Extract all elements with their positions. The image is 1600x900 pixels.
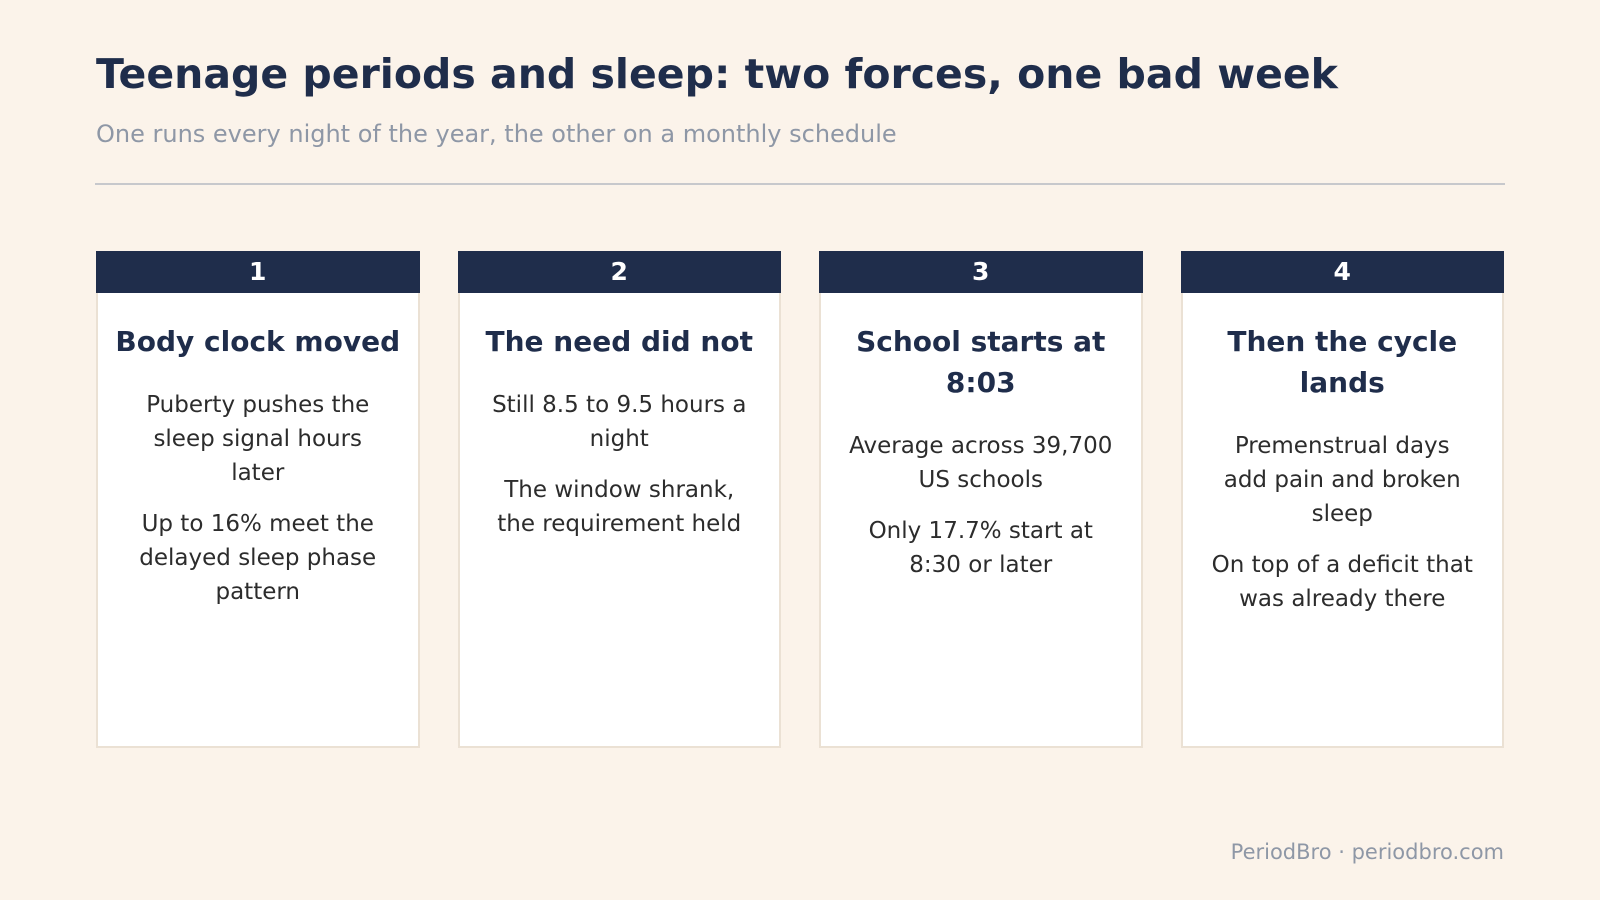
card-title: Body clock moved: [115, 325, 401, 358]
card-4: 4 Then the cycle lands Premenstrual days…: [1180, 251, 1504, 748]
card-2: 2 The need did not Still 8.5 to 9.5 hour…: [457, 251, 781, 748]
card-point: The window shrank, the requirement held: [497, 477, 742, 537]
page-subtitle: One runs every night of the year, the ot…: [96, 120, 897, 148]
card-number: 4: [1180, 251, 1504, 293]
card-title: School starts at 8:03: [856, 325, 1106, 399]
card-body: The need did not Still 8.5 to 9.5 hours …: [460, 293, 780, 558]
card-row: 1 Body clock moved Puberty pushes the sl…: [96, 251, 1504, 748]
card-number: 1: [96, 251, 420, 293]
footer-credit: PeriodBro · periodbro.com: [1230, 840, 1504, 864]
card-point: Up to 16% meet the delayed sleep phase p…: [139, 511, 377, 605]
card-body: Body clock moved Puberty pushes the slee…: [98, 293, 418, 626]
card-point: Still 8.5 to 9.5 hours a night: [492, 392, 747, 452]
card-title: The need did not: [485, 325, 753, 358]
card-point: Average across 39,700 US schools: [849, 433, 1113, 493]
card-1: 1 Body clock moved Puberty pushes the sl…: [96, 251, 420, 748]
header-divider: [95, 183, 1505, 185]
card-point: Premenstrual days add pain and broken sl…: [1223, 433, 1461, 527]
card-point: On top of a deficit that was already the…: [1211, 552, 1473, 612]
card-body: School starts at 8:03 Average across 39,…: [821, 293, 1141, 599]
card-body: Then the cycle lands Premenstrual days a…: [1183, 293, 1503, 633]
card-number: 2: [457, 251, 781, 293]
card-point: Only 17.7% start at 8:30 or later: [868, 518, 1093, 578]
card-title: Then the cycle lands: [1227, 325, 1458, 399]
card-number: 3: [819, 251, 1143, 293]
card-point: Puberty pushes the sleep signal hours la…: [146, 392, 370, 486]
page-title: Teenage periods and sleep: two forces, o…: [96, 50, 1338, 98]
card-3: 3 School starts at 8:03 Average across 3…: [819, 251, 1143, 748]
